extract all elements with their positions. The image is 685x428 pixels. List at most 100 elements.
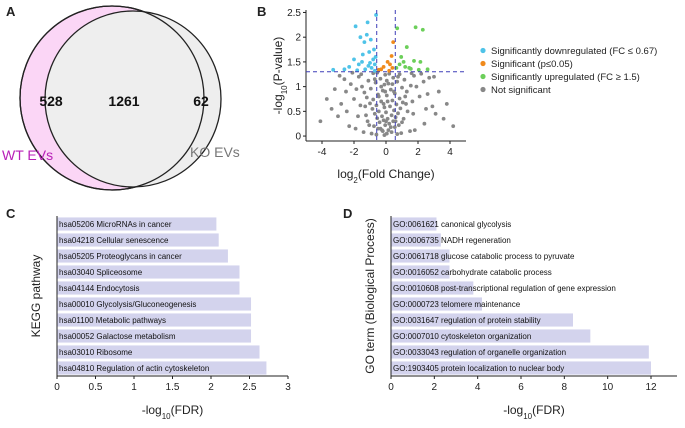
volcano-point	[395, 79, 400, 84]
volcano-point	[368, 101, 372, 106]
volcano-point	[360, 60, 364, 64]
volcano-point	[363, 67, 368, 72]
go-x-tick-label: 2	[432, 382, 438, 393]
volcano-point	[384, 119, 388, 124]
volcano-point	[376, 67, 381, 72]
volcano-x-axis-title: log2(Fold Change)	[337, 167, 434, 185]
go-bar-label: GO:0007010 cytoskeleton organization	[393, 332, 531, 341]
go-bar	[391, 217, 437, 231]
volcano-point	[387, 71, 392, 76]
volcano-point	[376, 109, 381, 114]
volcano-y-axis-title: -log10(P-value)	[271, 37, 289, 115]
volcano-point	[399, 131, 404, 135]
volcano-point	[412, 73, 416, 78]
volcano-point	[331, 67, 336, 72]
volcano-x-tick-label: -4	[318, 147, 327, 158]
volcano-point	[396, 74, 400, 79]
volcano-legend-marker	[480, 60, 486, 67]
volcano-point	[367, 50, 372, 54]
volcano-y-axis-title-main: -log	[271, 94, 285, 114]
volcano-point	[401, 60, 406, 64]
volcano-point	[363, 104, 368, 109]
volcano-point	[318, 119, 323, 124]
volcano-point	[374, 13, 378, 17]
volcano-point	[414, 84, 419, 89]
volcano-point	[369, 131, 374, 136]
kegg-bar	[57, 361, 267, 375]
volcano-point	[382, 105, 387, 110]
kegg-bar	[57, 249, 228, 263]
volcano-point	[390, 98, 395, 103]
volcano-x-axis-title-subscript: 2	[353, 176, 358, 185]
volcano-point	[419, 71, 424, 76]
go-bar	[391, 345, 649, 359]
go-bar-label: GO:0031647 regulation of protein stabili…	[393, 316, 541, 325]
volcano-point	[356, 62, 361, 67]
go-x-tick-label: 4	[475, 382, 481, 393]
venn-diagram: 528 1261 62 WT EVs KO EVs	[2, 5, 240, 191]
volcano-point	[404, 89, 409, 94]
volcano-point	[391, 75, 396, 80]
volcano-x-tick-label: 4	[447, 147, 453, 158]
volcano-point	[332, 87, 337, 91]
go-bar-label: GO:0061718 glucose catabolic process to …	[393, 252, 575, 261]
kegg-x-tick-label: 0.5	[89, 382, 103, 393]
volcano-point	[444, 102, 449, 106]
kegg-bar-label: hsa03010 Ribosome	[59, 348, 133, 357]
volcano-point	[411, 111, 416, 116]
volcano-point	[368, 86, 373, 91]
go-x-axis-title-subscript: 10	[523, 412, 532, 421]
go-x-tick-label: 0	[388, 382, 394, 393]
volcano-y-axis-title-tail: (P-value)	[271, 37, 285, 86]
volcano-point	[378, 76, 383, 81]
volcano-point	[384, 93, 389, 98]
volcano-point	[387, 121, 392, 126]
venn-ko-label: KO EVs	[190, 144, 240, 160]
kegg-bar-label: hsa00052 Galactose metabolism	[59, 332, 176, 341]
volcano-point	[412, 128, 417, 133]
volcano-point	[412, 59, 416, 63]
go-y-axis-title: GO term (Biological Process)	[363, 218, 377, 373]
volcano-point	[354, 87, 359, 91]
go-bar	[391, 297, 482, 311]
volcano-legend-label: Significant (p≤0.05)	[491, 59, 573, 70]
volcano-point	[389, 113, 394, 118]
volcano-point	[352, 97, 356, 101]
volcano-y-tick-label: 0	[295, 132, 301, 143]
volcano-point	[408, 129, 412, 134]
volcano-point	[381, 64, 386, 69]
volcano-point	[374, 132, 379, 137]
volcano-point	[360, 52, 365, 57]
volcano-y-tick-label: 2.5	[287, 8, 301, 19]
volcano-y-tick-label: 2	[295, 33, 301, 44]
go-x-tick-label: 12	[645, 382, 657, 393]
venn-ko-only-count: 62	[193, 93, 209, 109]
kegg-x-tick-label: 1.5	[166, 382, 180, 393]
volcano-point	[425, 67, 430, 72]
volcano-point	[366, 63, 371, 68]
volcano-x-axis-title-tail: (Fold Change)	[358, 167, 435, 181]
volcano-point	[364, 113, 368, 118]
volcano-point	[380, 114, 384, 119]
volcano-point	[372, 111, 377, 116]
volcano-point	[393, 119, 398, 124]
volcano-point	[372, 124, 376, 129]
volcano-point	[396, 111, 400, 116]
volcano-point	[441, 116, 446, 121]
volcano-point	[386, 128, 391, 133]
volcano-point	[383, 89, 388, 94]
volcano-point	[372, 68, 377, 73]
venn-circle-wt-outline	[19, 5, 205, 191]
volcano-point	[389, 54, 394, 58]
kegg-bar-label: hsa04144 Endocytosis	[59, 284, 140, 293]
volcano-point	[404, 45, 409, 49]
volcano-point	[409, 71, 414, 76]
kegg-x-axis-title-main: -log	[142, 403, 162, 417]
volcano-point	[425, 92, 430, 96]
volcano-y-axis-title-subscript: 10	[280, 85, 289, 94]
panel-label-a: A	[6, 4, 16, 19]
go-bar-label: GO:0000723 telomere maintenance	[393, 300, 521, 309]
volcano-point	[408, 83, 413, 88]
go-bar-chart: GO:0061621 canonical glycolysis GO:000673…	[363, 216, 677, 421]
